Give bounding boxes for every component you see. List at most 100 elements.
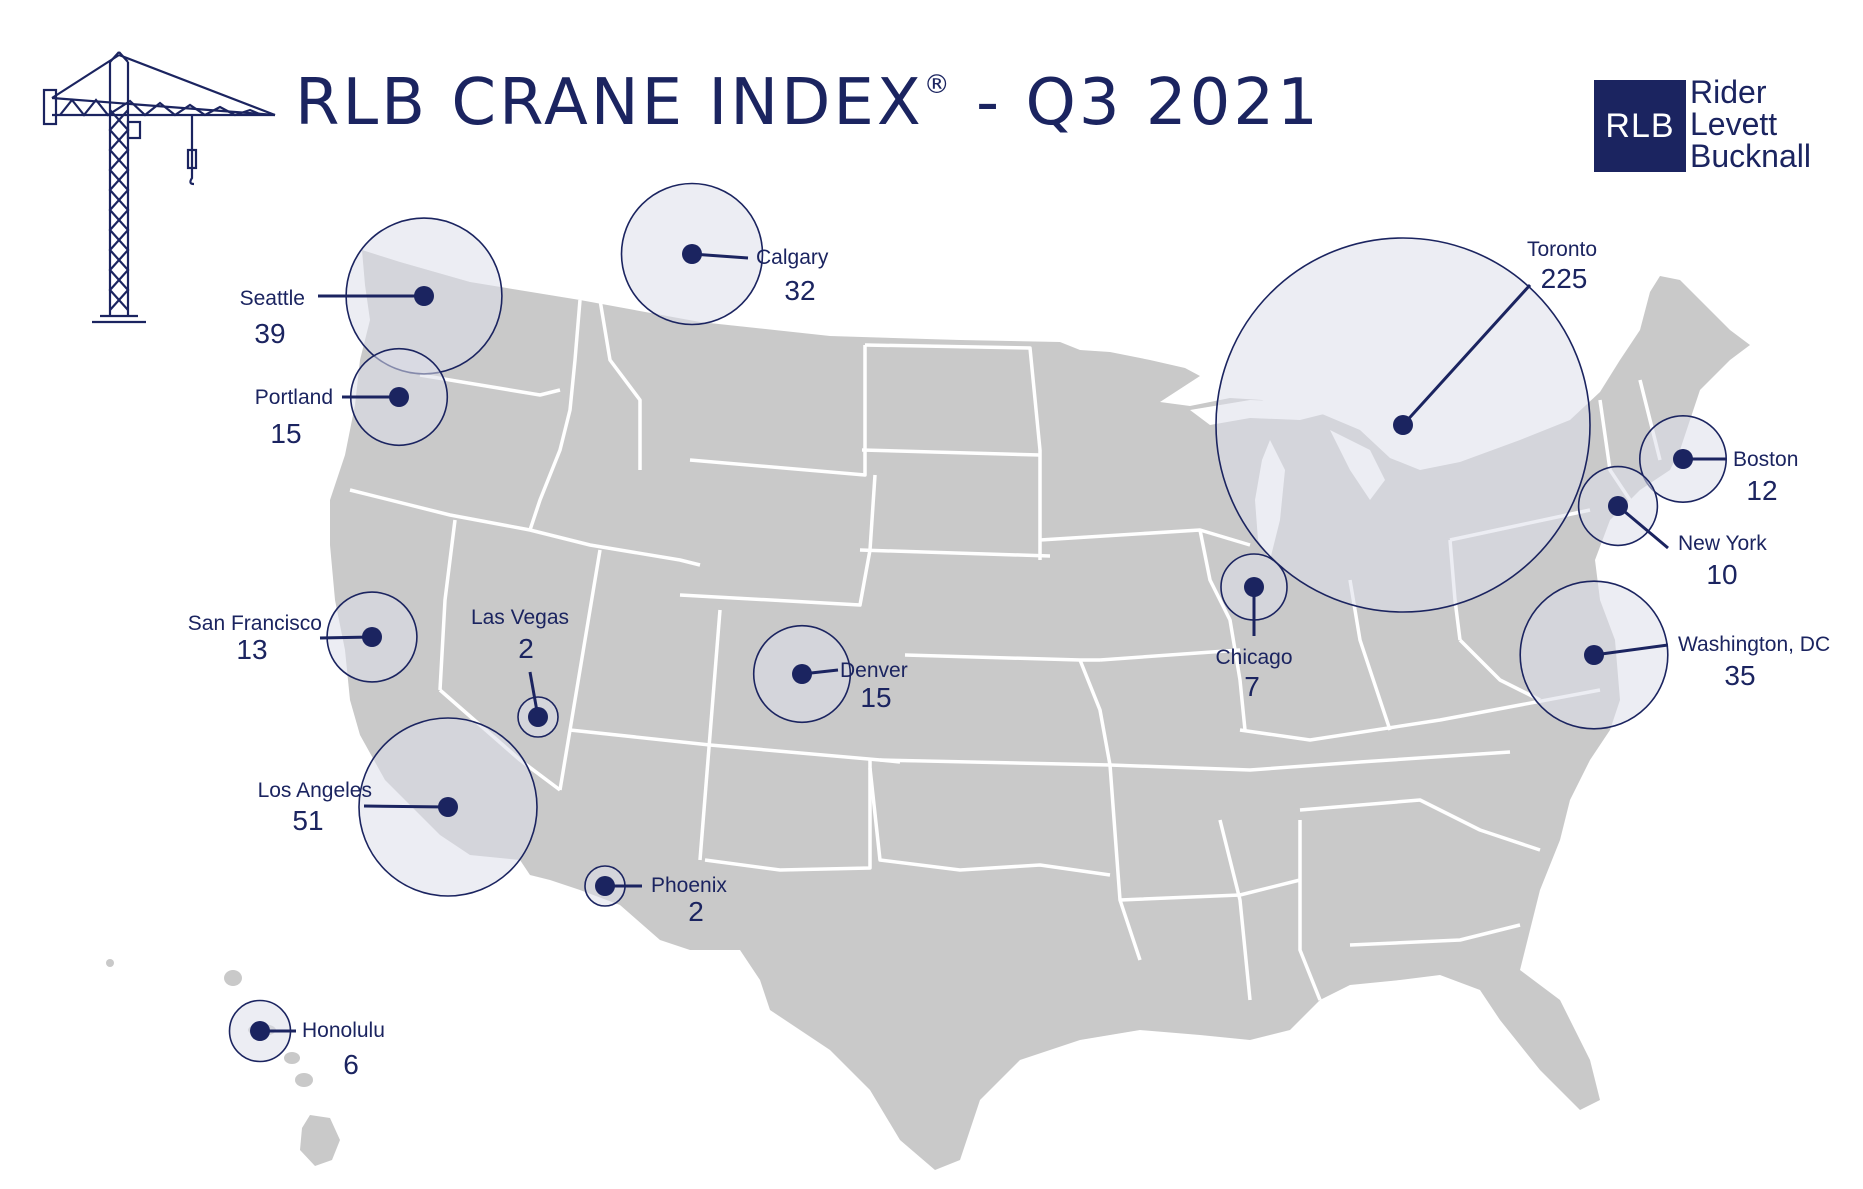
state-border: [1099, 648, 1241, 662]
crane-count-label: 51: [292, 805, 323, 836]
title-quarter: - Q3 2021: [952, 66, 1321, 140]
city-name-label: Calgary: [756, 246, 829, 269]
city-name-label: Portland: [255, 386, 333, 409]
state-border: [859, 548, 1051, 558]
logo-line: Bucknall: [1690, 138, 1811, 174]
city-name-label: Toronto: [1527, 238, 1597, 261]
city-location-dot: [1393, 415, 1413, 435]
leader-line: [363, 804, 449, 809]
city-location-dot: [362, 627, 382, 647]
state-border: [679, 474, 877, 607]
rlb-logo-mark: RLB: [1594, 80, 1686, 172]
state-border: [1298, 820, 1322, 1001]
city-location-dot: [250, 1021, 270, 1041]
logo-line: Levett: [1690, 106, 1778, 142]
city-location-dot: [1608, 496, 1628, 516]
city-marker-calgary: Calgary 32: [620, 182, 829, 326]
crane-lattice: [108, 109, 130, 311]
crane-jib-lattice: [59, 98, 263, 117]
crane-tie: [51, 54, 120, 99]
crane-count-label: 10: [1706, 559, 1737, 590]
city-marker-washington-dc: Washington, DC 35: [1519, 580, 1830, 730]
crane-count-label: 6: [343, 1049, 359, 1080]
crane-count-label: 7: [1244, 671, 1260, 702]
logo-mark-text: RLB: [1605, 106, 1675, 145]
city-location-dot: [438, 797, 458, 817]
city-location-dot: [1244, 577, 1264, 597]
city-name-label: Phoenix: [651, 874, 727, 897]
state-border: [864, 343, 1042, 560]
rlb-logo-wordmark: Rider Levett Bucknall: [1690, 76, 1811, 172]
state-border: [598, 299, 642, 470]
state-border: [528, 299, 582, 531]
state-border: [868, 767, 1111, 877]
city-location-dot: [682, 244, 702, 264]
city-name-label: Chicago: [1215, 646, 1292, 669]
tower-crane-icon: [42, 51, 276, 324]
city-name-label: Seattle: [240, 287, 305, 310]
state-border: [419, 373, 561, 397]
city-name-label: New York: [1678, 532, 1767, 555]
state-border: [1239, 688, 1601, 742]
state-border: [1218, 819, 1252, 1001]
city-marker-seattle: Seattle 39: [240, 217, 503, 375]
hawaii-island: [300, 1115, 340, 1166]
crane-peak: [109, 51, 120, 63]
state-border: [879, 758, 1111, 767]
city-name-label: Denver: [840, 659, 908, 682]
hawaii-island: [284, 1052, 300, 1064]
state-border: [861, 448, 1041, 457]
city-name-label: San Francisco: [188, 612, 322, 635]
leader-line: [1401, 283, 1532, 427]
crane-count-label: 12: [1746, 475, 1777, 506]
city-location-dot: [1673, 449, 1693, 469]
crane-counterweight: [42, 88, 58, 126]
hawaii-island: [224, 970, 242, 986]
crane-count-label: 2: [518, 633, 534, 664]
registered-mark: ®: [923, 70, 953, 100]
crane-count-label: 13: [236, 634, 267, 665]
crane-peak: [118, 51, 129, 63]
state-border: [704, 760, 872, 872]
crane-count-label: 32: [784, 275, 815, 306]
state-border: [1299, 798, 1541, 852]
city-name-label: Washington, DC: [1678, 633, 1830, 656]
state-border: [349, 488, 701, 567]
city-marker-portland: Portland 15: [255, 347, 449, 449]
state-border: [438, 519, 457, 691]
crane-hook: [189, 168, 195, 186]
state-border: [1198, 529, 1247, 731]
state-border: [1349, 923, 1521, 947]
city-name-label: Boston: [1733, 448, 1798, 471]
city-name-label: Las Vegas: [471, 606, 569, 629]
crane-count-label: 35: [1724, 660, 1755, 691]
city-marker-las-vegas: Las Vegas 2: [471, 606, 569, 738]
city-location-dot: [528, 707, 548, 727]
city-location-dot: [389, 387, 409, 407]
city-location-dot: [792, 664, 812, 684]
crane-tie: [118, 53, 276, 117]
crane-count-label: 39: [254, 318, 285, 349]
city-marker-honolulu: Honolulu 6: [228, 999, 385, 1080]
crane-count-label: 225: [1541, 263, 1588, 294]
crane-cab: [126, 120, 142, 140]
city-location-dot: [595, 876, 615, 896]
city-marker-new-york: New York 10: [1577, 465, 1767, 590]
state-border: [689, 345, 867, 477]
page-title: RLB CRANE INDEX® - Q3 2021: [295, 66, 1321, 140]
crane-lattice: [108, 109, 130, 311]
state-border: [558, 549, 602, 791]
city-name-label: Los Angeles: [258, 779, 372, 802]
hawaii-island: [106, 959, 114, 967]
state-border: [1458, 638, 1541, 702]
state-border: [1348, 579, 1392, 731]
city-marker-boston: Boston 12: [1639, 414, 1798, 506]
crane-count-label: 2: [688, 896, 704, 927]
crane-count-label: 15: [270, 418, 301, 449]
